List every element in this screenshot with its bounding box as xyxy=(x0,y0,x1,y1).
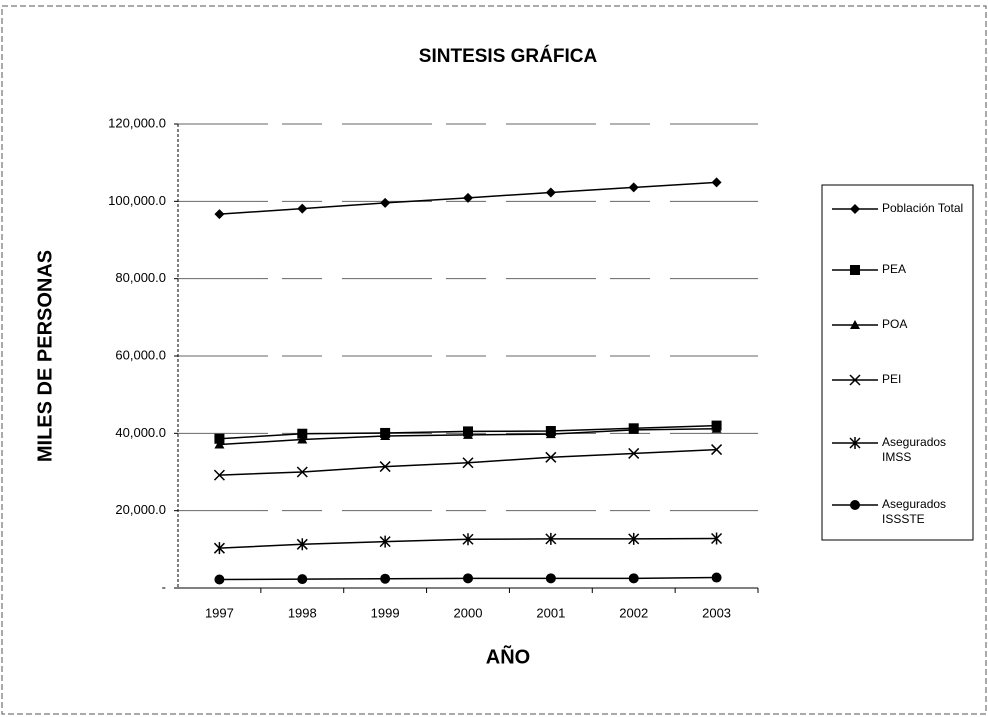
y-tick-label: 120,000.0 xyxy=(108,115,166,130)
marker xyxy=(214,574,225,585)
marker xyxy=(380,431,391,441)
marker xyxy=(214,209,225,220)
marker xyxy=(850,500,860,510)
legend-label: Población Total xyxy=(882,201,964,215)
legend-label: POA xyxy=(882,317,908,331)
marker xyxy=(380,573,391,584)
marker xyxy=(214,439,225,449)
y-tick-label: 80,000.0 xyxy=(115,270,166,285)
marker xyxy=(628,424,639,434)
chart-title: SINTESIS GRÁFICA xyxy=(419,45,598,67)
marker xyxy=(628,532,640,545)
marker xyxy=(213,469,225,481)
marker xyxy=(628,573,639,584)
marker xyxy=(297,434,308,444)
x-axis-label: AÑO xyxy=(486,645,530,668)
marker xyxy=(463,192,473,203)
marker xyxy=(850,204,860,214)
legend-label: PEA xyxy=(882,262,907,276)
x-tick-label: 2000 xyxy=(454,605,483,620)
legend-label: Asegurados ISSSTE xyxy=(882,497,947,526)
x-tick-label: 1997 xyxy=(205,605,234,620)
marker xyxy=(297,574,308,585)
y-tick-label: 60,000.0 xyxy=(115,347,166,362)
x-tick-label: 2003 xyxy=(702,605,731,620)
y-tick-label: 20,000.0 xyxy=(115,502,166,517)
marker xyxy=(380,197,391,208)
marker xyxy=(545,429,556,439)
frame xyxy=(1,5,987,715)
marker xyxy=(545,532,557,545)
marker xyxy=(297,203,308,214)
marker xyxy=(296,466,308,478)
legend-box xyxy=(821,184,974,541)
marker xyxy=(296,538,308,551)
y-axis-label: MILES DE PERSONAS xyxy=(34,250,56,462)
marker xyxy=(463,573,473,584)
marker xyxy=(379,461,391,473)
marker xyxy=(545,451,557,463)
legend-label: PEI xyxy=(882,372,902,386)
marker xyxy=(850,265,860,275)
legend-label: Asegurados IMSS xyxy=(882,435,947,464)
marker xyxy=(545,187,556,198)
x-tick-label: 2001 xyxy=(536,605,565,620)
marker xyxy=(214,433,225,444)
x-tick-label: 2002 xyxy=(619,605,648,620)
marker xyxy=(628,182,639,193)
marker xyxy=(462,457,474,469)
y-tick-label: 40,000.0 xyxy=(115,425,166,440)
marker xyxy=(545,573,556,584)
y-tick-label: - xyxy=(162,579,166,594)
marker xyxy=(711,572,722,583)
marker xyxy=(297,428,308,439)
marker xyxy=(379,535,391,548)
marker xyxy=(711,177,722,188)
marker xyxy=(711,423,722,433)
marker xyxy=(213,542,225,555)
marker xyxy=(462,533,474,546)
marker xyxy=(849,374,861,386)
marker xyxy=(463,429,473,439)
y-tick-label: 100,000.0 xyxy=(108,193,166,208)
marker xyxy=(850,320,860,329)
marker xyxy=(628,447,640,459)
x-tick-label: 1999 xyxy=(371,605,400,620)
x-tick-label: 1998 xyxy=(288,605,317,620)
marker xyxy=(711,532,723,545)
marker xyxy=(711,444,723,456)
marker xyxy=(849,437,861,449)
